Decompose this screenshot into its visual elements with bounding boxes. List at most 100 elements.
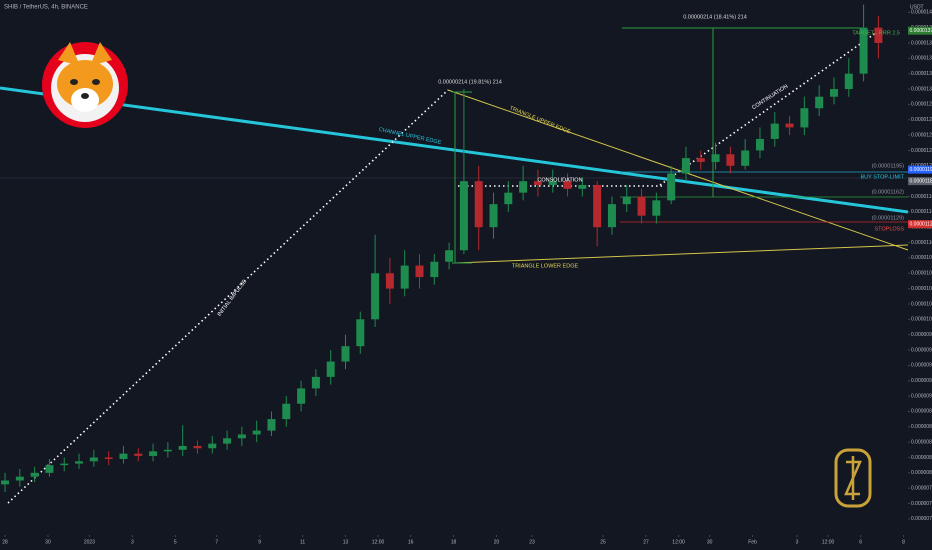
y-tick-label: 0.00000880	[911, 409, 932, 415]
price-tag	[908, 220, 932, 229]
y-tick-label: 0.00000980	[911, 332, 932, 338]
candle-body	[149, 451, 158, 456]
impulse-line	[7, 89, 449, 504]
candle-body	[815, 96, 824, 109]
y-tick-label: 0.00001100	[911, 240, 932, 246]
x-tick-label: 12:00	[672, 539, 685, 545]
candle-body	[30, 472, 39, 477]
x-tick-label: 5	[174, 539, 177, 545]
y-tick-label: 0.00001080	[911, 255, 932, 261]
annotation: 0.00000214 (19.81%) 214	[438, 79, 502, 85]
y-tick-label: 0.00000940	[911, 363, 932, 369]
y-tick-label: 0.00000900	[911, 393, 932, 399]
candle-body	[45, 465, 54, 473]
annotation: TRIANGLE LOWER EDGE	[512, 263, 579, 269]
y-tick-label: 0.00000780	[911, 486, 932, 492]
candle-body	[60, 463, 69, 466]
x-tick-label: 3	[131, 539, 134, 545]
chart-title: SHIB / TetherUS, 4h, BINANCE	[4, 5, 88, 11]
y-tick-label: 0.00000820	[911, 455, 932, 461]
candle-body	[711, 154, 720, 162]
candle-body	[593, 184, 602, 228]
candle-body	[371, 273, 380, 320]
candle-body	[104, 457, 113, 460]
candle-body	[193, 445, 202, 449]
candle-body	[178, 445, 187, 450]
x-tick-label: 12:00	[372, 539, 385, 545]
candle-body	[563, 181, 572, 189]
candle-body	[311, 376, 320, 389]
candle-body	[652, 200, 661, 216]
y-tick-label: 0.00000960	[911, 347, 932, 353]
y-tick-label: 0.00001020	[911, 301, 932, 307]
candle-body	[667, 173, 676, 201]
annotation: (0.00001195)	[872, 163, 904, 169]
y-tick-label: 0.00001220	[911, 148, 932, 154]
x-tick-label: 27	[643, 539, 649, 545]
candle-body	[844, 73, 853, 90]
candle-body	[297, 388, 306, 404]
candle-body	[134, 453, 143, 456]
x-tick-label: 25	[600, 539, 606, 545]
y-tick-label: 0.00001000	[911, 317, 932, 323]
candle-body	[252, 430, 261, 435]
candle-body	[504, 192, 513, 205]
annotation: 0.00000214 (18.41%) 214	[683, 14, 747, 20]
channel-line	[0, 86, 909, 214]
candle-body	[385, 273, 394, 289]
candle-body	[430, 261, 439, 278]
annotation: (0.00001129)	[872, 215, 904, 221]
y-tick-label: 0.00000840	[911, 439, 932, 445]
triangle-lower	[454, 244, 909, 264]
annotation: TARGET - RRR 2.5	[852, 30, 900, 36]
y-tick-label: 0.00001260	[911, 117, 932, 123]
candle-body	[755, 138, 764, 151]
candle-body	[163, 449, 172, 452]
candle-body	[89, 457, 98, 462]
price-tag	[908, 165, 932, 174]
annotation: STOPLOSS	[874, 226, 904, 232]
candle-body	[696, 158, 705, 162]
x-tick-label: 8	[902, 539, 905, 545]
candle-body	[459, 181, 468, 251]
x-tick-label: 20	[494, 539, 500, 545]
y-tick-label: 0.00001060	[911, 271, 932, 277]
candle-body	[326, 361, 335, 377]
triangle-upper	[447, 89, 909, 251]
candle-body	[267, 419, 276, 431]
y-tick-label: 0.00001040	[911, 286, 932, 292]
candle-body	[474, 181, 483, 228]
candle-body	[415, 265, 424, 278]
y-tick-label: 0.00000860	[911, 424, 932, 430]
x-tick-label: 28	[2, 539, 8, 545]
candle-body	[223, 438, 232, 444]
candle-body	[622, 196, 631, 205]
x-tick-label: 12:00	[822, 539, 835, 545]
candle-body	[356, 319, 365, 347]
candle-body	[548, 181, 557, 185]
candle-body	[15, 476, 24, 481]
candle-body	[785, 123, 794, 128]
y-tick-label: 0.00000800	[911, 470, 932, 476]
y-tick-label: 0.00001280	[911, 102, 932, 108]
candle-body	[208, 443, 217, 449]
candle-body	[829, 89, 838, 97]
candle-body	[533, 181, 542, 185]
x-tick-label: 13	[343, 539, 349, 545]
price-tag-label: 0.00001124	[910, 221, 932, 227]
candle-body	[341, 346, 350, 362]
candle-body	[859, 27, 868, 74]
candle-body	[519, 181, 528, 193]
x-tick-label: 30	[45, 539, 51, 545]
x-tick-label: 2023	[84, 539, 95, 545]
candle-body	[637, 196, 646, 216]
candle-body	[607, 204, 616, 228]
y-tick-label: 0.00000740	[911, 516, 932, 522]
currency: USDT	[910, 4, 924, 10]
brand-logo	[834, 448, 872, 508]
candle-body	[578, 184, 587, 189]
candle-body	[489, 204, 498, 228]
candle-body	[874, 27, 883, 43]
